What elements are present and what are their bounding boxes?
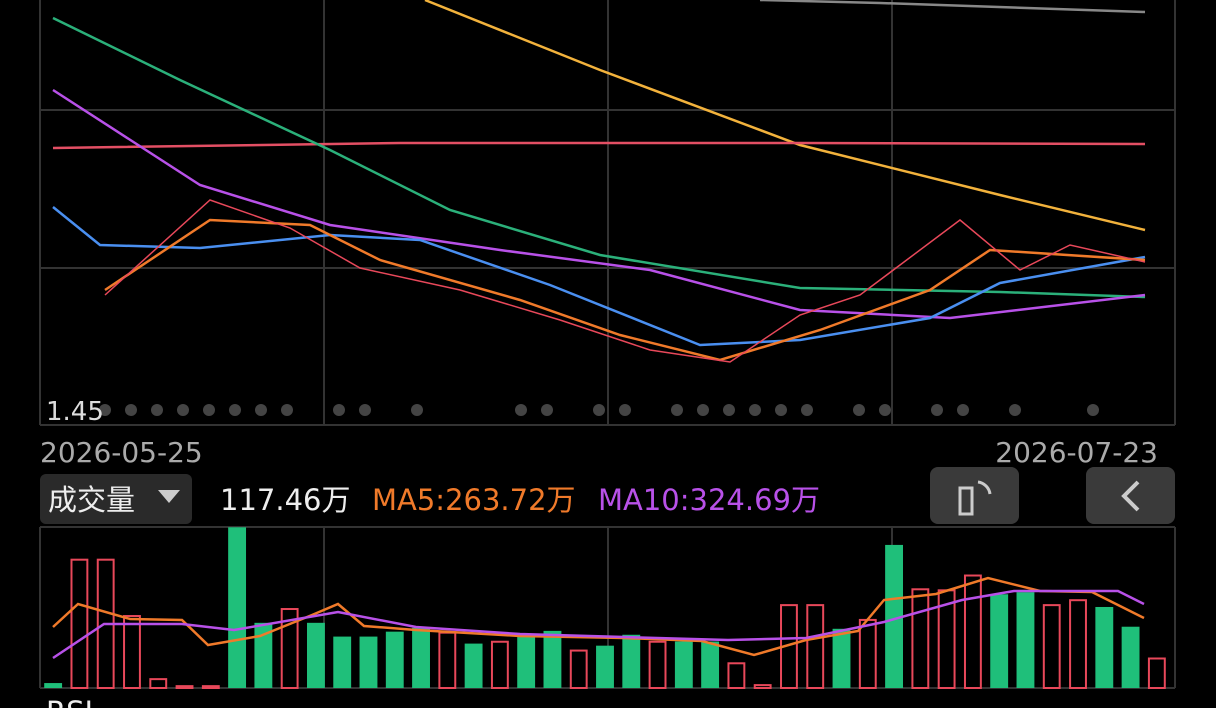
volume-bar (44, 683, 63, 688)
volume-bar (280, 608, 299, 689)
volume-bar (490, 640, 509, 689)
volume-bar (412, 627, 430, 688)
rotate-button[interactable] (930, 467, 1019, 524)
volume-bar (701, 641, 720, 688)
volume-bar (569, 649, 588, 690)
volume-bar (885, 544, 904, 688)
current-volume: 117.46万 (220, 483, 350, 517)
volume-bar (1069, 599, 1087, 689)
volume-bar (175, 685, 194, 690)
volume-bar (306, 622, 325, 688)
volume-bar (333, 636, 352, 688)
volume-bar (990, 594, 1009, 688)
volume-bar (1042, 604, 1061, 690)
volume-bar (149, 678, 168, 690)
volume-bar (727, 662, 746, 689)
indicator-selector[interactable] (40, 474, 192, 524)
volume-bar (464, 643, 483, 688)
dropdown-arrow (158, 490, 180, 503)
volume-bar (753, 684, 772, 690)
start-date: 2026-05-25 (40, 436, 203, 469)
volume-bar (123, 615, 141, 689)
volume-bar (806, 604, 825, 690)
volume-bar (911, 588, 930, 689)
volume-bar (1121, 626, 1140, 688)
dot-markers (99, 404, 1099, 416)
volume-bar (674, 641, 693, 688)
volume-bar (832, 628, 851, 688)
volume-bars (44, 527, 1166, 690)
volume-ma-lines (52, 576, 1145, 660)
volume-bar (596, 645, 614, 688)
ma10-label: MA10:324.69万 (598, 483, 820, 517)
collapse-button[interactable] (1086, 467, 1175, 524)
indicator-selector-label[interactable]: 成交量 (48, 483, 135, 517)
volume-bar (648, 640, 667, 689)
rotate-icon (958, 480, 992, 516)
volume-bar (858, 618, 877, 689)
volume-bar (228, 527, 247, 688)
volume-bar (201, 685, 220, 690)
price-low-label: 1.45 (46, 397, 104, 427)
grid (39, 0, 1176, 689)
collapse-icon (1121, 480, 1140, 512)
volume-bar (1147, 657, 1166, 689)
volume-bar (622, 634, 641, 688)
volume-bar (1095, 606, 1114, 688)
rsi-selector-label[interactable]: RSI (46, 695, 93, 708)
volume-bar (438, 631, 457, 690)
volume-bar (543, 630, 562, 688)
volume-bar (70, 558, 89, 690)
ma5-label: MA5:263.72万 (372, 483, 576, 517)
volume-bar (1016, 592, 1035, 688)
moving-average-lines (52, 0, 1146, 363)
end-date: 2026-07-23 (995, 436, 1158, 469)
volume-bar (963, 574, 982, 690)
volume-bar (359, 636, 378, 688)
volume-bar (254, 622, 273, 688)
volume-bar (517, 634, 536, 688)
volume-bar (385, 631, 404, 688)
